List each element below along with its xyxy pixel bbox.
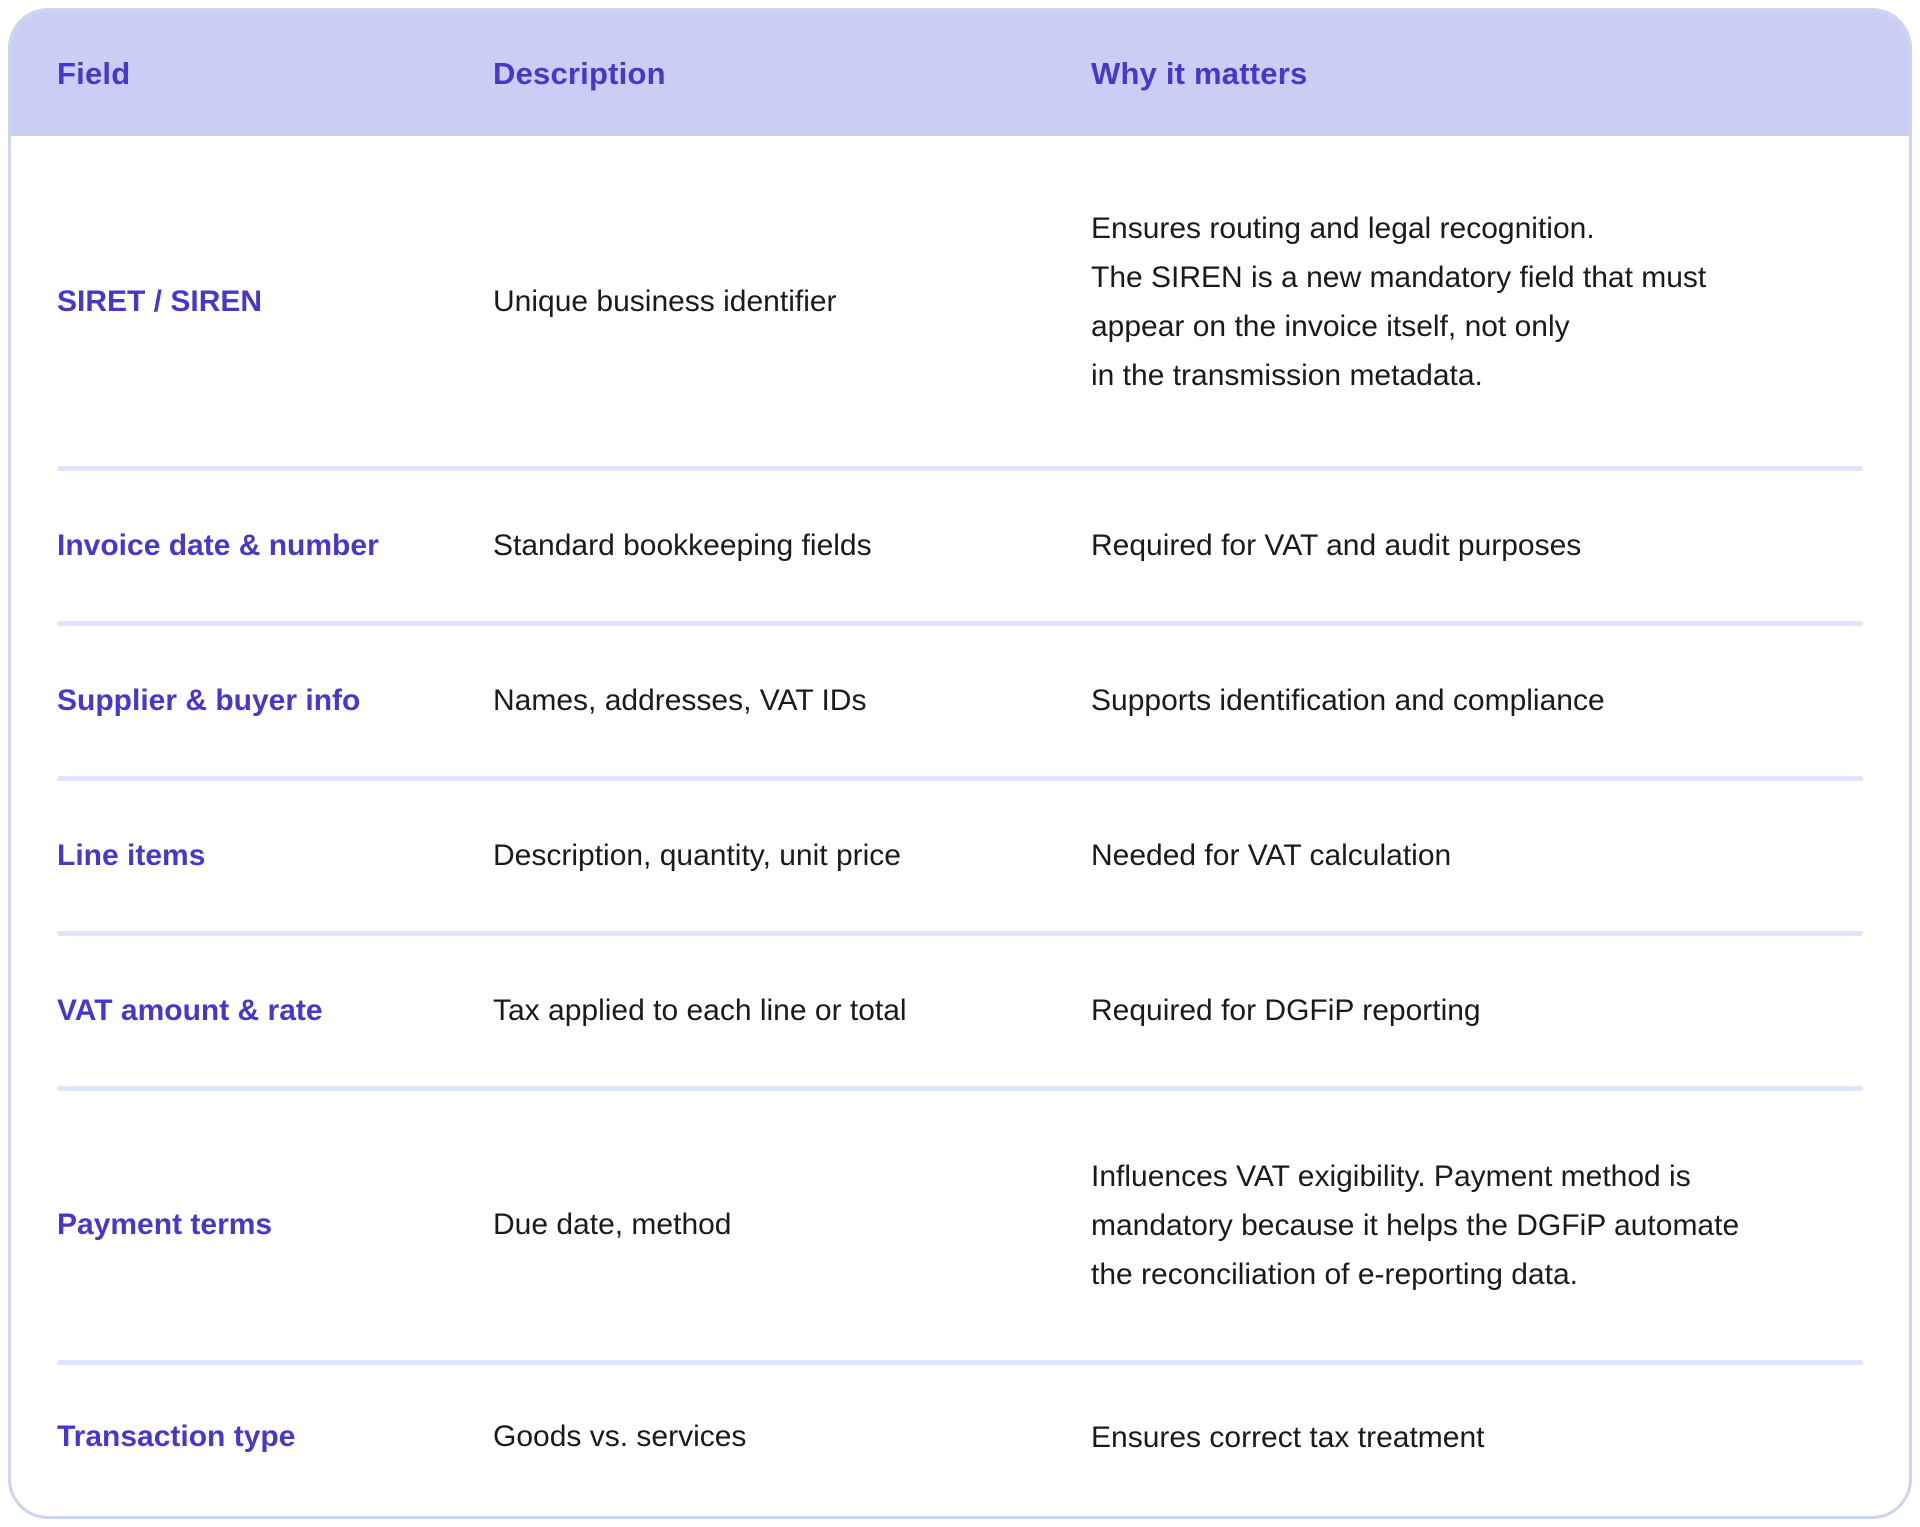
why-it-matters-cell: Required for VAT and audit purposes (1091, 529, 1582, 562)
table-header-row: Field Description Why it matters (11, 11, 1909, 136)
description-cell: Due date, method (493, 1208, 732, 1241)
field-label: Supplier & buyer info (57, 683, 361, 717)
field-label: Payment terms (57, 1208, 273, 1241)
description-cell: Goods vs. services (493, 1420, 747, 1453)
why-it-matters-cell: Supports identification and compliance (1091, 684, 1605, 717)
table-row: Payment terms Due date, method Influence… (11, 1086, 1909, 1362)
description-cell: Standard bookkeeping fields (493, 528, 872, 562)
fields-table-card: Field Description Why it matters SIRET /… (8, 8, 1912, 1519)
table-row: Line items Description, quantity, unit p… (11, 776, 1909, 933)
table-row: VAT amount & rate Tax applied to each li… (11, 931, 1909, 1088)
field-label: VAT amount & rate (57, 993, 323, 1027)
table-row: SIRET / SIREN Unique business identifier… (11, 136, 1909, 468)
description-cell: Unique business identifier (493, 285, 837, 318)
column-header-description: Description (493, 55, 666, 91)
table-row: Invoice date & number Standard bookkeepi… (11, 466, 1909, 623)
field-label: Invoice date & number (57, 528, 379, 562)
column-header-field: Field (57, 55, 131, 91)
field-label: Line items (57, 838, 206, 872)
column-header-why-it-matters: Why it matters (1091, 55, 1308, 91)
table-row: Supplier & buyer info Names, addresses, … (11, 621, 1909, 778)
description-cell: Tax applied to each line or total (493, 993, 907, 1027)
table-row: Transaction type Goods vs. services Ensu… (11, 1360, 1909, 1512)
why-it-matters-cell: Needed for VAT calculation (1091, 839, 1452, 872)
why-it-matters-cell: Ensures correct tax treatment (1091, 1420, 1485, 1454)
why-it-matters-cell: Required for DGFiP reporting (1091, 994, 1481, 1027)
field-label: Transaction type (57, 1420, 296, 1453)
description-cell: Names, addresses, VAT IDs (493, 683, 867, 717)
why-it-matters-cell: Ensures routing and legal recognition. T… (1091, 212, 1707, 392)
description-cell: Description, quantity, unit price (493, 838, 901, 872)
why-it-matters-cell: Influences VAT exigibility. Payment meth… (1091, 1159, 1740, 1291)
field-label: SIRET / SIREN (57, 285, 263, 318)
